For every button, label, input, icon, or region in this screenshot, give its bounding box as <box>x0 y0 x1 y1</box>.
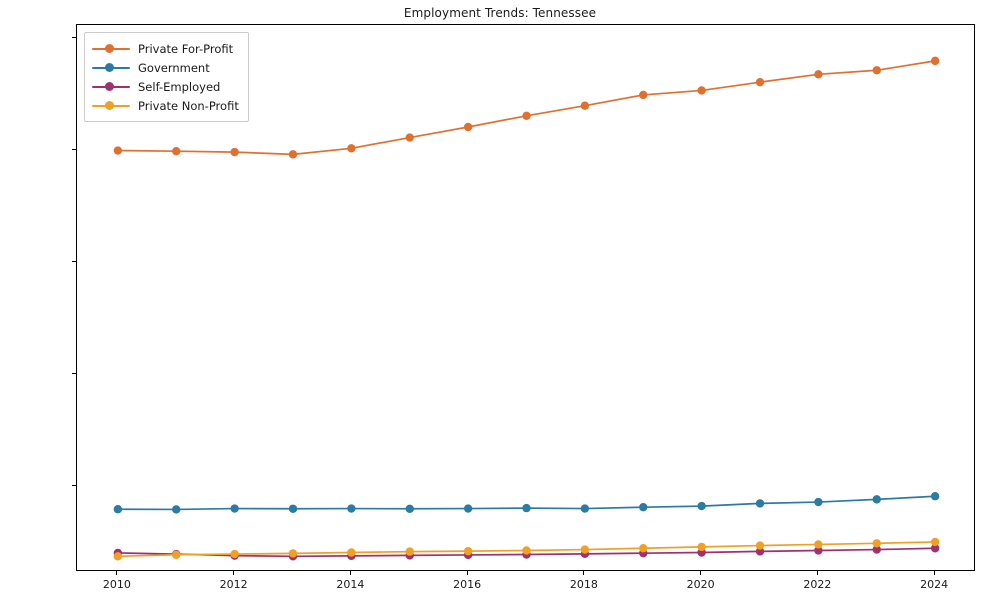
x-tick-mark <box>466 571 468 575</box>
data-point-marker <box>405 504 414 513</box>
data-point-marker <box>522 503 531 513</box>
x-tick-label: 2012 <box>219 578 248 591</box>
x-tick-label: 2020 <box>686 578 715 591</box>
data-point-marker <box>755 499 765 508</box>
data-point-marker <box>580 504 590 513</box>
y-tick-mark <box>72 373 76 375</box>
data-point-marker <box>755 547 765 556</box>
data-point-marker <box>113 505 123 514</box>
legend-label: Self-Employed <box>138 79 221 94</box>
data-point-marker <box>639 503 648 512</box>
data-point-marker <box>405 547 414 556</box>
x-tick-label: 2024 <box>920 578 949 591</box>
y-tick-mark <box>72 261 76 263</box>
data-point-marker <box>814 540 823 549</box>
data-point-marker <box>930 492 940 501</box>
legend-swatch-icon <box>92 62 130 74</box>
data-point-marker <box>697 501 706 511</box>
data-point-marker <box>522 546 531 555</box>
legend-label: Private For-Profit <box>138 41 234 56</box>
x-tick-label: 2022 <box>803 578 832 591</box>
data-point-marker <box>347 504 356 513</box>
line-series-canvas <box>113 56 940 561</box>
data-point-marker <box>930 537 940 547</box>
x-tick-label: 2014 <box>336 578 365 591</box>
data-point-marker <box>230 147 239 157</box>
data-point-marker <box>463 122 473 132</box>
data-point-marker <box>463 546 473 556</box>
data-point-marker <box>172 550 181 559</box>
data-point-marker <box>872 545 881 554</box>
data-point-marker <box>580 545 590 554</box>
legend-item[interactable]: Self-Employed <box>92 77 239 96</box>
series-private-non-profit <box>113 537 940 561</box>
data-point-marker <box>755 541 765 550</box>
data-point-marker <box>639 90 648 100</box>
y-tick-mark <box>72 148 76 151</box>
data-point-marker <box>463 504 473 513</box>
x-tick-mark <box>349 571 351 575</box>
chart-legend: Private For-Profit Government Self-Employe… <box>84 32 249 122</box>
legend-swatch-icon <box>92 43 130 55</box>
data-point-marker <box>755 77 765 87</box>
data-point-marker <box>930 544 940 553</box>
data-point-marker <box>580 101 590 110</box>
data-point-marker <box>930 56 940 66</box>
legend-item[interactable]: Government <box>92 58 239 77</box>
legend-swatch-icon <box>92 100 130 112</box>
x-tick-label: 2018 <box>569 578 598 591</box>
data-point-marker <box>697 542 706 552</box>
x-tick-mark <box>700 571 702 575</box>
series-government <box>113 492 940 514</box>
data-point-marker <box>872 495 881 504</box>
x-tick-mark <box>233 571 235 575</box>
legend-marker-icon <box>105 44 114 53</box>
plot-area <box>76 24 975 571</box>
data-point-marker <box>639 544 648 553</box>
legend-item[interactable]: Private For-Profit <box>92 39 239 58</box>
legend-item[interactable]: Private Non-Profit <box>92 96 239 115</box>
x-tick-mark <box>116 571 118 575</box>
data-point-marker <box>347 144 356 153</box>
data-point-marker <box>814 70 823 79</box>
data-point-marker <box>522 111 531 120</box>
data-point-marker <box>347 548 356 557</box>
x-tick-label: 2016 <box>453 578 482 591</box>
legend-marker-icon <box>105 101 114 110</box>
data-point-marker <box>872 66 881 75</box>
x-tick-mark <box>933 571 935 575</box>
legend-marker-icon <box>105 82 114 91</box>
legend-label: Private Non-Profit <box>138 98 239 113</box>
data-point-marker <box>172 147 181 156</box>
legend-label: Government <box>138 60 210 75</box>
x-tick-label: 2010 <box>102 578 131 591</box>
series-private-for-profit <box>113 56 940 159</box>
data-point-marker <box>814 497 823 507</box>
legend-swatch-icon <box>92 81 130 93</box>
data-point-marker <box>872 539 881 548</box>
data-point-marker <box>113 552 123 561</box>
data-point-marker <box>288 150 298 159</box>
chart-title: Employment Trends: Tennessee <box>403 6 597 20</box>
data-point-marker <box>113 146 123 155</box>
data-point-marker <box>405 133 414 142</box>
x-tick-mark <box>816 571 818 575</box>
data-point-marker <box>230 504 239 513</box>
data-point-marker <box>230 549 239 559</box>
x-tick-mark <box>583 571 585 575</box>
data-point-marker <box>288 504 298 513</box>
data-point-marker <box>288 549 298 558</box>
y-tick-mark <box>72 36 76 39</box>
y-tick-mark <box>72 485 76 487</box>
data-point-marker <box>814 546 823 555</box>
data-point-marker <box>172 505 181 514</box>
legend-marker-icon <box>105 63 114 72</box>
data-point-marker <box>697 86 706 95</box>
